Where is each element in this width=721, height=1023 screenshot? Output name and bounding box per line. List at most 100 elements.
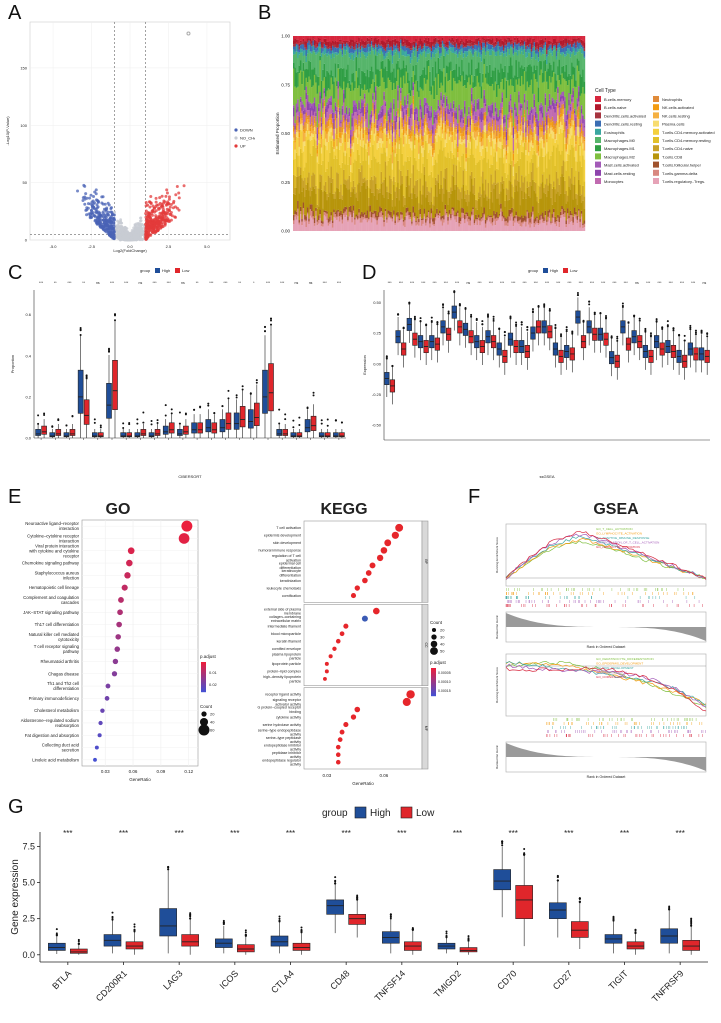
stacked-bar-segment xyxy=(355,192,358,198)
stacked-bar-segment xyxy=(462,153,465,171)
stacked-bar-segment xyxy=(393,36,395,40)
stacked-bar-segment xyxy=(472,115,474,120)
x-tick-label: -5.0 xyxy=(50,244,58,249)
stacked-bar-segment xyxy=(299,206,302,212)
stacked-bar-segment xyxy=(444,215,447,231)
stacked-bar-segment xyxy=(483,49,486,59)
stacked-bar-segment xyxy=(489,109,491,117)
stacked-bar-segment xyxy=(293,131,295,138)
stacked-bar-segment xyxy=(309,196,312,205)
stacked-bar-segment xyxy=(309,215,312,231)
stacked-bar-segment xyxy=(490,174,493,192)
stacked-bar-segment xyxy=(358,123,360,127)
stacked-bar-segment xyxy=(447,131,449,153)
stacked-bar-segment xyxy=(311,116,313,123)
stacked-bar-segment xyxy=(395,36,398,41)
stacked-bar-segment xyxy=(430,133,433,136)
volcano-point xyxy=(118,233,121,237)
stacked-bar-segment xyxy=(388,129,391,132)
stacked-bar-segment xyxy=(302,131,305,142)
stacked-bar-segment xyxy=(486,83,488,116)
stacked-bar-segment xyxy=(369,40,372,45)
volcano-point xyxy=(152,217,156,221)
stacked-bar-segment xyxy=(468,201,470,217)
stacked-bar-segment xyxy=(359,222,362,231)
stacked-bar-segment xyxy=(470,59,473,76)
stacked-bar-segment xyxy=(309,209,312,216)
stacked-bar-segment xyxy=(425,113,427,118)
stacked-bar-segment xyxy=(397,182,399,212)
stacked-bar-segment xyxy=(306,212,309,215)
stacked-bar-segment xyxy=(511,207,513,213)
stacked-bar-segment xyxy=(373,36,376,39)
stacked-bar-segment xyxy=(490,164,493,175)
stacked-bar-segment xyxy=(443,130,445,148)
stacked-bar-segment xyxy=(496,198,498,213)
stacked-bar-segment xyxy=(293,159,295,175)
stacked-bar-segment xyxy=(387,52,390,59)
stacked-bar-segment xyxy=(507,189,509,201)
stacked-bar-segment xyxy=(362,178,365,183)
stacked-bar-segment xyxy=(327,72,330,89)
stacked-bar-segment xyxy=(304,49,306,56)
stacked-bar-segment xyxy=(486,200,488,218)
stacked-bar-segment xyxy=(326,102,328,105)
stacked-bar-segment xyxy=(461,133,463,140)
stacked-bar-segment xyxy=(511,184,513,197)
stacked-bar-segment xyxy=(473,52,476,76)
stacked-bar-segment xyxy=(355,160,358,193)
stacked-bar-segment xyxy=(344,132,347,139)
stacked-bar-segment xyxy=(369,217,372,231)
stacked-bar-segment xyxy=(351,113,353,118)
stacked-bar-segment xyxy=(363,114,366,122)
stacked-bar-segment xyxy=(497,36,499,40)
stacked-bar-segment xyxy=(418,225,420,231)
stacked-bar-segment xyxy=(479,86,481,110)
stacked-bar-segment xyxy=(356,45,359,49)
stacked-bar-segment xyxy=(469,191,472,218)
stacked-bar-segment xyxy=(405,50,408,57)
stacked-bar-segment xyxy=(404,161,406,198)
stacked-bar-segment xyxy=(358,212,360,219)
stacked-bar-segment xyxy=(313,123,316,128)
stacked-bar-segment xyxy=(391,206,394,217)
stacked-bar-segment xyxy=(464,36,466,43)
stacked-bar-segment xyxy=(298,193,301,221)
stacked-bar-segment xyxy=(469,117,472,126)
stacked-bar-segment xyxy=(419,190,422,209)
stacked-bar-segment xyxy=(331,138,334,147)
stacked-bar-segment xyxy=(318,107,320,112)
stacked-bar-segment xyxy=(437,99,440,106)
stacked-bar-segment xyxy=(408,93,410,117)
stacked-bar-segment xyxy=(508,112,511,118)
stacked-bar-segment xyxy=(441,99,444,104)
stacked-bar-segment xyxy=(504,206,506,218)
stacked-bar-segment xyxy=(366,41,369,45)
stacked-bar-segment xyxy=(484,194,487,220)
stacked-bar-segment xyxy=(461,139,463,143)
stacked-bar-segment xyxy=(393,109,395,121)
stacked-bar-segment xyxy=(445,45,448,48)
stacked-bar-segment xyxy=(334,214,337,218)
stacked-bar-segment xyxy=(301,191,303,219)
stacked-bar-segment xyxy=(297,137,299,156)
stacked-bar-segment xyxy=(388,157,391,176)
stacked-bar-segment xyxy=(415,133,417,138)
stacked-bar-segment xyxy=(338,39,341,42)
volcano-point xyxy=(85,213,89,217)
stacked-bar-segment xyxy=(388,211,391,216)
stacked-bar-segment xyxy=(370,130,373,135)
stacked-bar-segment xyxy=(511,65,513,86)
stacked-bar-segment xyxy=(476,102,479,110)
stacked-bar-segment xyxy=(405,130,408,136)
stacked-bar-segment xyxy=(454,148,456,158)
stacked-bar-segment xyxy=(334,120,337,129)
stacked-bar-segment xyxy=(412,70,415,83)
stacked-bar-segment xyxy=(318,52,320,77)
stacked-bar-segment xyxy=(493,70,495,91)
stacked-bar-segment xyxy=(500,109,502,114)
stacked-bar-segment xyxy=(319,103,322,112)
stacked-bar-segment xyxy=(377,147,380,162)
stacked-bar-segment xyxy=(393,128,395,133)
stacked-bar-segment xyxy=(427,53,430,60)
